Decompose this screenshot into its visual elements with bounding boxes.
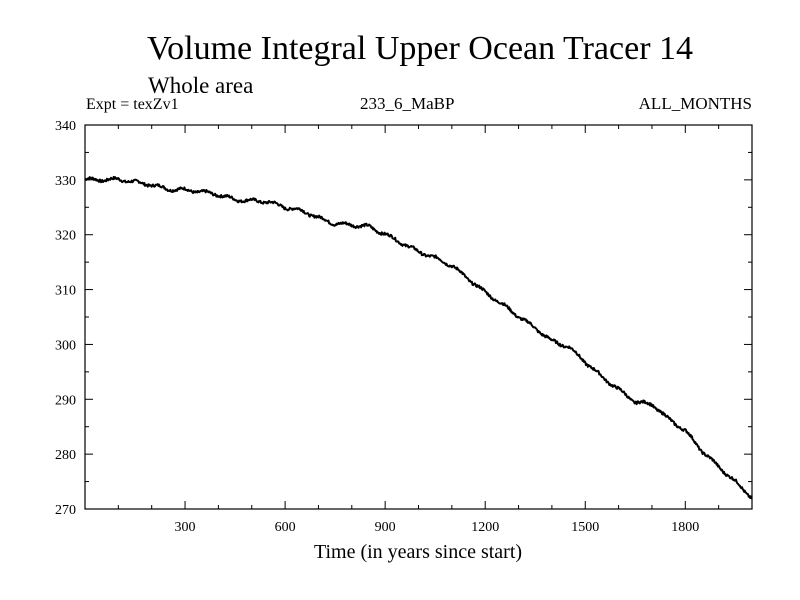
plot-frame [84, 124, 753, 510]
run-label: 233_6_MaBP [360, 94, 455, 113]
x-tick-label: 600 [275, 520, 296, 535]
months-label: ALL_MONTHS [638, 94, 752, 113]
y-tick-label: 320 [55, 229, 76, 244]
x-axis-tick-labels: 300 600 900 1200 1500 1800 [175, 520, 700, 535]
chart-subtitle: Whole area [148, 73, 254, 98]
series-line [84, 175, 753, 500]
x-tick-label: 1200 [471, 520, 499, 535]
chart-title: Volume Integral Upper Ocean Tracer 14 [146, 30, 694, 67]
y-tick-label: 290 [55, 393, 76, 408]
y-tick-label: 300 [55, 338, 76, 353]
experiment-label: Expt = texZv1 [86, 96, 179, 113]
y-tick-label: 330 [55, 174, 76, 189]
x-tick-label: 900 [375, 520, 396, 535]
y-axis-tick-labels: 270 280 290 300 310 320 330 340 [55, 119, 76, 518]
y-tick-label: 340 [55, 119, 76, 134]
x-tick-label: 1500 [571, 520, 599, 535]
x-axis-label: Time (in years since start) [313, 541, 523, 563]
x-tick-label: 1800 [671, 520, 699, 535]
y-tick-label: 310 [55, 284, 76, 299]
y-tick-label: 280 [55, 448, 76, 463]
x-tick-label: 300 [175, 520, 196, 535]
y-tick-label: 270 [55, 503, 76, 518]
axis-ticks [85, 124, 752, 510]
